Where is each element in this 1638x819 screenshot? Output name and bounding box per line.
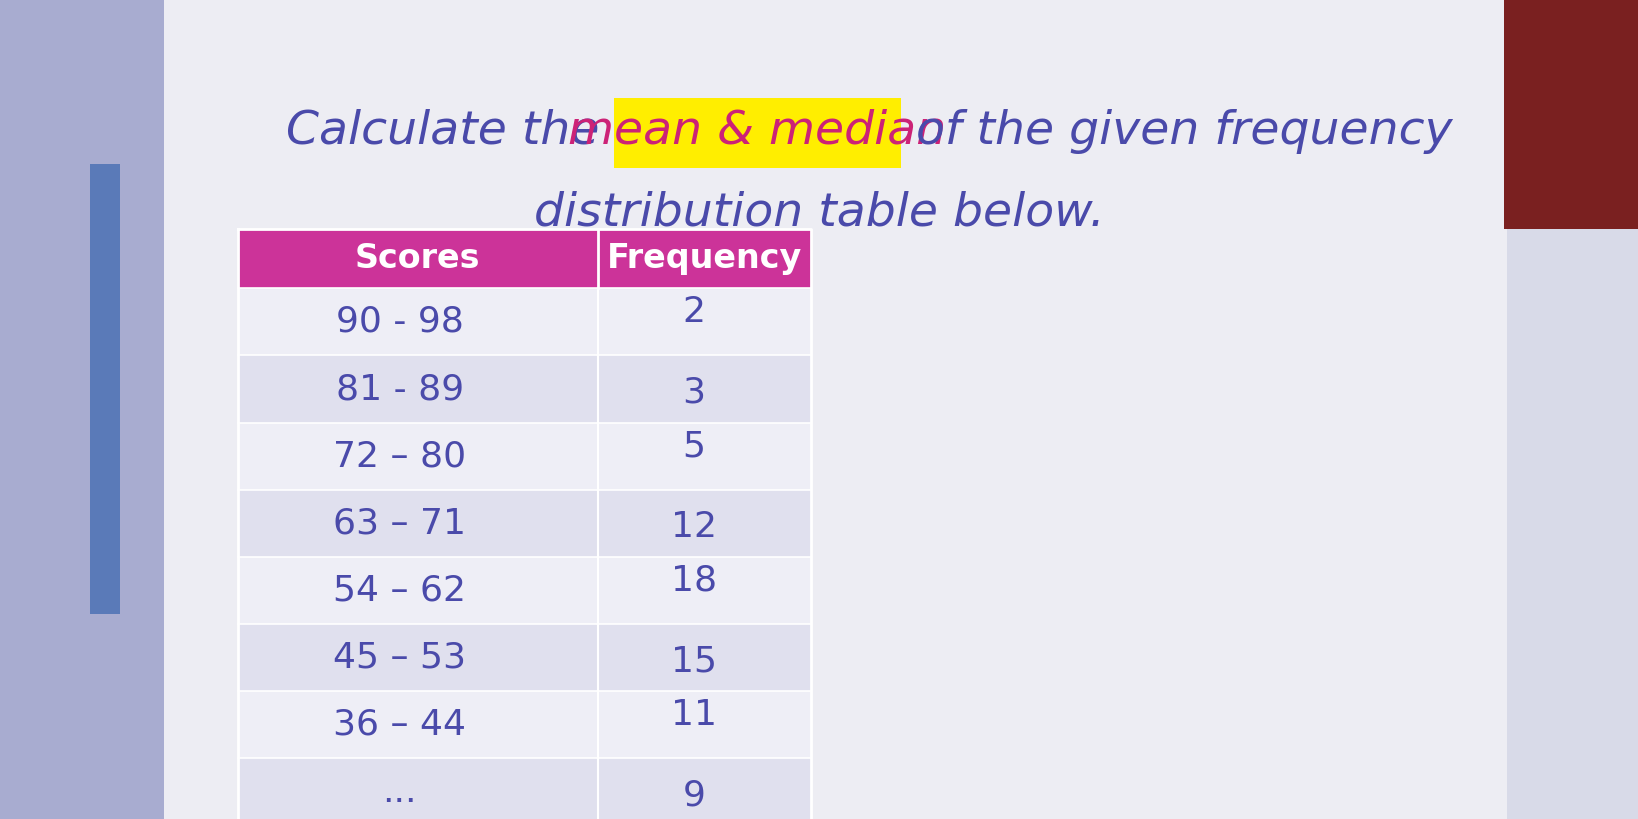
FancyBboxPatch shape bbox=[0, 0, 164, 819]
Text: 15: 15 bbox=[670, 644, 717, 678]
FancyBboxPatch shape bbox=[238, 624, 811, 691]
Text: Calculate the: Calculate the bbox=[285, 109, 614, 153]
Text: 9: 9 bbox=[683, 778, 704, 812]
Text: 12: 12 bbox=[670, 509, 717, 544]
Text: 3: 3 bbox=[681, 375, 706, 410]
FancyBboxPatch shape bbox=[238, 557, 811, 624]
FancyBboxPatch shape bbox=[238, 423, 811, 490]
FancyBboxPatch shape bbox=[238, 691, 811, 758]
Text: 11: 11 bbox=[670, 698, 717, 731]
FancyBboxPatch shape bbox=[1504, 0, 1638, 229]
Text: 63 – 71: 63 – 71 bbox=[333, 506, 467, 541]
FancyBboxPatch shape bbox=[238, 490, 811, 557]
Text: Scores: Scores bbox=[355, 242, 480, 275]
Text: 72 – 80: 72 – 80 bbox=[333, 439, 467, 473]
Text: 18: 18 bbox=[670, 563, 717, 597]
FancyBboxPatch shape bbox=[238, 758, 811, 819]
Text: distribution table below.: distribution table below. bbox=[534, 191, 1104, 235]
Text: 5: 5 bbox=[681, 429, 706, 463]
Text: 90 - 98: 90 - 98 bbox=[336, 305, 464, 339]
FancyBboxPatch shape bbox=[238, 288, 811, 355]
FancyBboxPatch shape bbox=[238, 229, 811, 288]
Text: of the given frequency: of the given frequency bbox=[901, 109, 1453, 153]
Text: 36 – 44: 36 – 44 bbox=[333, 708, 467, 742]
Text: mean & median: mean & median bbox=[568, 109, 947, 153]
FancyBboxPatch shape bbox=[238, 355, 811, 423]
Text: 81 - 89: 81 - 89 bbox=[336, 372, 464, 406]
Text: Frequency: Frequency bbox=[606, 242, 803, 275]
Text: 2: 2 bbox=[681, 295, 706, 328]
Text: 54 – 62: 54 – 62 bbox=[333, 573, 467, 608]
Text: ...: ... bbox=[382, 775, 418, 809]
Text: 45 – 53: 45 – 53 bbox=[333, 640, 467, 675]
FancyBboxPatch shape bbox=[164, 0, 1507, 819]
FancyBboxPatch shape bbox=[90, 164, 120, 614]
